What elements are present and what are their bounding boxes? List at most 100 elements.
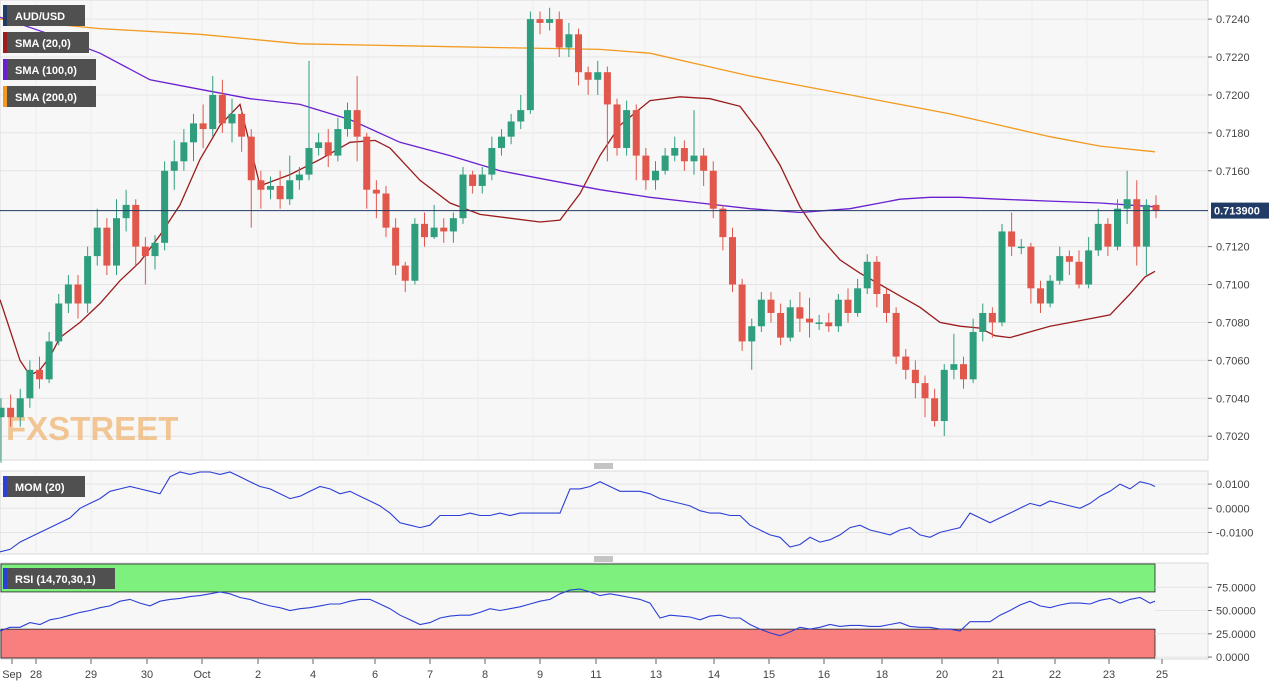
candle-up: [1017, 239, 1025, 255]
candle-body: [151, 242, 159, 257]
candle-down: [392, 218, 400, 276]
candle-down: [883, 288, 890, 323]
candle-body: [295, 174, 303, 181]
candle-body: [430, 227, 438, 238]
candle-body: [652, 170, 659, 181]
candle-down: [363, 132, 371, 209]
candle-body: [1152, 204, 1160, 211]
candle-up: [170, 140, 178, 190]
candle-down: [469, 170, 477, 194]
candle-body: [498, 136, 505, 149]
candle-up: [1114, 199, 1121, 251]
candle-body: [93, 227, 101, 257]
candle-up: [0, 398, 5, 463]
candle-down: [844, 288, 852, 323]
legend-item-mom[interactable]: MOM (20): [3, 476, 85, 497]
candle-body: [45, 341, 53, 380]
candle-down: [555, 11, 563, 58]
candle-body: [228, 113, 236, 124]
candle-body: [74, 284, 82, 304]
legend-swatch-rsi: [3, 568, 7, 589]
candle-up: [565, 22, 573, 58]
candle-down: [1037, 280, 1044, 313]
x-tick-label: 18: [876, 669, 888, 681]
candle-body: [190, 123, 197, 143]
candle-up: [334, 117, 342, 162]
candle-body: [305, 148, 313, 175]
sma20-line: [0, 96, 1156, 377]
candle-up: [834, 294, 842, 332]
candle-body: [267, 185, 274, 190]
candle-body: [286, 180, 294, 200]
candle-down: [719, 204, 727, 251]
candles: [0, 7, 1160, 463]
candle-down: [767, 292, 775, 323]
legend-label-sma200: SMA (200,0): [15, 92, 77, 104]
candle-up: [757, 292, 765, 332]
candle-down: [575, 28, 582, 86]
candle-up: [998, 223, 1006, 327]
legend-item-sma200[interactable]: SMA (200,0): [3, 86, 96, 107]
candle-down: [257, 170, 265, 209]
price-axis-ticks: 0.7240 0.7220 0.7200 0.7180 0.7160 0.7120 0.71…: [1208, 14, 1250, 443]
legend-item-audusd[interactable]: AUD/USD: [3, 5, 85, 26]
candle-down: [700, 148, 708, 186]
candle-down: [421, 212, 428, 247]
candle-body: [911, 369, 919, 384]
legend-item-sma20[interactable]: SMA (20,0): [3, 32, 89, 53]
candle-up: [786, 299, 794, 342]
candle-body: [940, 369, 948, 422]
candle-up: [671, 136, 679, 162]
time-axis-ticks: Sep 28 29 30 Oct 2 4 6 7 8 9 11 13 14 15 16 18 20 21 22 23 25: [2, 659, 1168, 681]
candle-down: [141, 237, 149, 285]
candle-body: [276, 185, 284, 200]
candle-body: [613, 104, 621, 149]
panel-splitter-2[interactable]: [594, 556, 613, 562]
candle-down: [36, 356, 43, 389]
x-tick-label: 15: [763, 669, 775, 681]
candle-body: [729, 237, 736, 285]
candle-body: [825, 322, 833, 327]
rsi-tick-label: 50.0000: [1216, 606, 1256, 618]
candle-up: [209, 75, 217, 137]
x-tick-label: 22: [1049, 669, 1061, 681]
rsi-grid: [1155, 586, 1208, 658]
candle-down: [873, 256, 881, 308]
y-tick-label: 0.7040: [1216, 393, 1250, 405]
candle-down: [892, 307, 900, 365]
candle-body: [103, 227, 111, 266]
candle-body: [161, 170, 169, 243]
candle-up: [979, 303, 987, 342]
candle-down: [902, 348, 910, 380]
candle-body: [854, 288, 862, 313]
sma20-polyline: [0, 96, 1156, 377]
candle-up: [594, 60, 602, 95]
candle-up: [478, 166, 486, 194]
legend-item-rsi[interactable]: RSI (14,70,30,1): [3, 568, 115, 589]
x-tick-label: Oct: [193, 669, 210, 681]
candle-body: [1123, 199, 1131, 209]
candle-up: [863, 254, 871, 295]
legend-item-sma100[interactable]: SMA (100,0): [3, 59, 96, 80]
candle-down: [806, 297, 813, 338]
main-panel: [0, 0, 1209, 461]
panel-splitter-1[interactable]: [594, 463, 613, 469]
candle-body: [969, 331, 977, 380]
candle-down: [632, 104, 640, 181]
rsi-tick-label: 0.0000: [1216, 652, 1250, 664]
candle-body: [671, 148, 679, 156]
x-tick-label: 6: [372, 669, 378, 681]
vertical-grid: [35, 1, 1144, 459]
candle-body: [642, 155, 650, 181]
candle-body: [517, 110, 525, 122]
candle-up: [815, 314, 823, 331]
mom-panel: [0, 470, 1209, 555]
rsi-tick-label: 75.0000: [1216, 582, 1256, 594]
candle-down: [603, 66, 611, 162]
candle-body: [690, 155, 698, 162]
mom-polyline: [0, 471, 1156, 553]
candle-body: [603, 72, 611, 105]
candle-up: [507, 113, 515, 145]
legend-swatch-sma100: [3, 59, 7, 80]
candle-up: [652, 161, 659, 190]
